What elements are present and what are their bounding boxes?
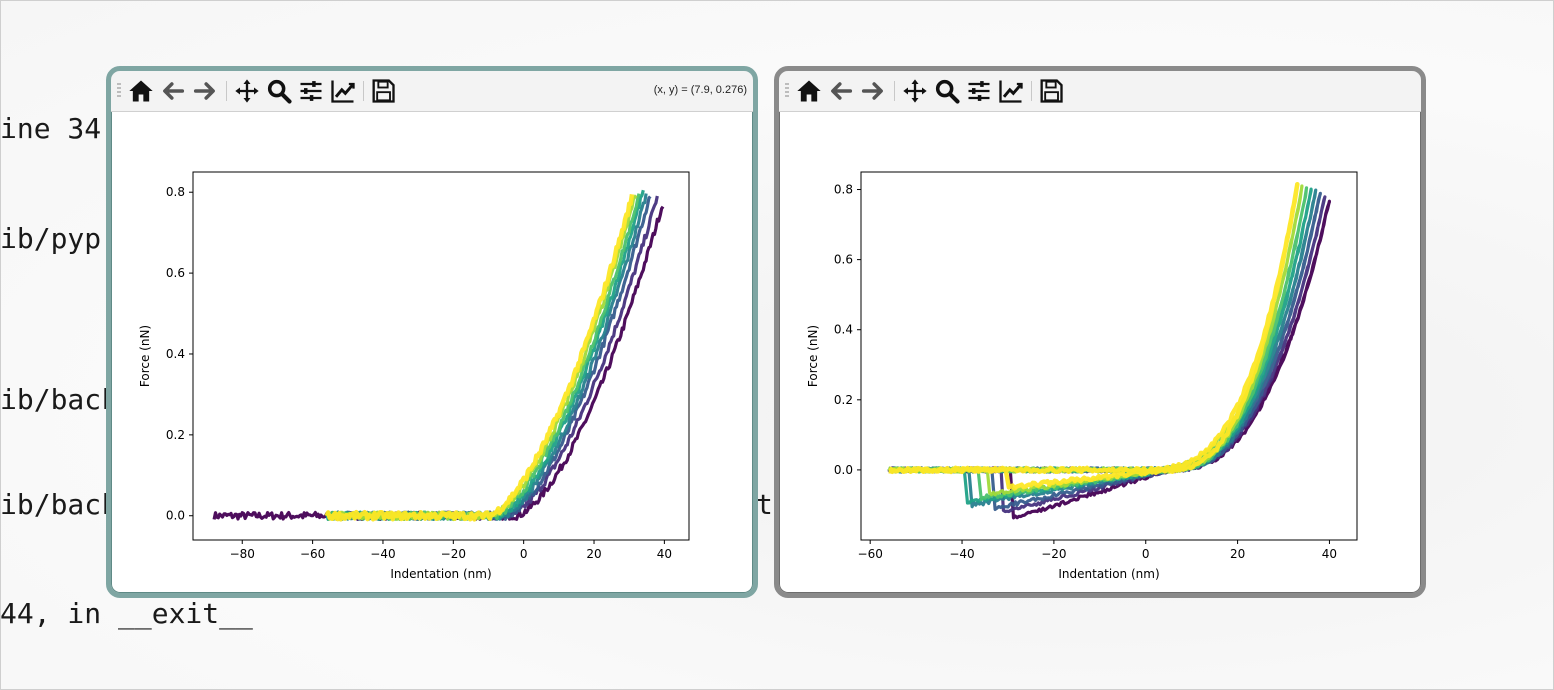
x-tick-label: −40 (949, 547, 974, 561)
terminal-line: ib/back (0, 488, 119, 521)
navigation-toolbar (779, 71, 1421, 112)
data-series-line (887, 187, 1313, 505)
terminal-line: 44, in __exit__ (0, 597, 253, 630)
plot-axes-frame (192, 171, 690, 541)
configure-subplots-icon[interactable] (297, 77, 325, 105)
y-tick-label: 0.2 (166, 428, 185, 442)
forward-arrow-icon[interactable] (191, 77, 219, 105)
toolbar-separator (1031, 81, 1032, 101)
x-tick-label: 20 (1230, 547, 1245, 561)
toolbar-grip[interactable] (117, 83, 121, 99)
toolbar-separator (894, 81, 895, 101)
navigation-toolbar: (x, y) = (7.9, 0.276) (111, 71, 753, 112)
x-tick-label: −20 (1041, 547, 1066, 561)
toolbar-separator (363, 81, 364, 101)
save-icon[interactable] (369, 77, 397, 105)
terminal-line: ib/back (0, 383, 119, 416)
cursor-coordinates: (x, y) = (7.9, 0.276) (653, 84, 747, 96)
x-tick-label: 40 (657, 547, 672, 561)
y-tick-label: 0.8 (166, 185, 185, 199)
pan-icon[interactable] (233, 77, 261, 105)
pan-icon[interactable] (901, 77, 929, 105)
plot-axes-frame (860, 171, 1358, 541)
plot-data (887, 181, 1331, 520)
back-arrow-icon[interactable] (159, 77, 187, 105)
x-axis-label: Indentation (nm) (1058, 567, 1159, 581)
home-icon[interactable] (127, 77, 155, 105)
data-series-line (887, 191, 1322, 511)
zoom-icon[interactable] (265, 77, 293, 105)
x-tick-label: −60 (300, 547, 325, 561)
y-axis-label: Force (nN) (138, 325, 152, 387)
configure-subplots-icon[interactable] (965, 77, 993, 105)
y-tick-label: 0.4 (834, 323, 853, 337)
y-tick-label: 0.4 (166, 347, 185, 361)
edit-axis-icon[interactable] (329, 77, 357, 105)
x-tick-label: −40 (370, 547, 395, 561)
terminal-line: ine 34 (0, 112, 102, 145)
y-tick-label: 0.6 (166, 266, 185, 280)
data-series-line (888, 181, 1300, 491)
figure-canvas-right[interactable]: −60 −40 −20 0 20 40 0.0 0.2 0.4 0.6 0.8 Indentation… (779, 112, 1421, 594)
data-series-line (325, 195, 659, 521)
y-tick-label: 0.8 (834, 183, 853, 197)
toolbar-grip[interactable] (785, 83, 789, 99)
y-tick-label: 0.0 (166, 509, 185, 523)
x-tick-label: 40 (1322, 547, 1337, 561)
forward-arrow-icon[interactable] (859, 77, 887, 105)
y-tick-label: 0.2 (834, 393, 853, 407)
data-series-line (888, 188, 1318, 509)
plot-data (212, 189, 665, 522)
x-tick-label: 0 (520, 547, 528, 561)
edit-axis-icon[interactable] (997, 77, 1025, 105)
data-series-line (325, 195, 652, 521)
toolbar-separator (226, 81, 227, 101)
save-icon[interactable] (1037, 77, 1065, 105)
figure-window-right[interactable]: −60 −40 −20 0 20 40 0.0 0.2 0.4 0.6 0.8 Indentation… (774, 66, 1426, 598)
data-series-line (324, 193, 635, 522)
data-series-line (887, 186, 1309, 502)
x-axis-label: Indentation (nm) (390, 567, 491, 581)
x-tick-label: −60 (858, 547, 883, 561)
x-tick-label: −20 (441, 547, 466, 561)
figure-canvas-left[interactable]: −80 −60 −40 −20 0 20 40 0.0 0.2 0.4 0.6 0.8 Indentat… (111, 112, 753, 594)
terminal-line: ib/pyp (0, 222, 102, 255)
home-icon[interactable] (795, 77, 823, 105)
x-tick-label: 20 (586, 547, 601, 561)
back-arrow-icon[interactable] (827, 77, 855, 105)
zoom-icon[interactable] (933, 77, 961, 105)
x-tick-label: 0 (1142, 547, 1150, 561)
y-tick-label: 0.6 (834, 253, 853, 267)
y-tick-label: 0.0 (834, 463, 853, 477)
y-axis-label: Force (nN) (806, 325, 820, 387)
data-series-line (888, 184, 1304, 497)
figure-window-left[interactable]: (x, y) = (7.9, 0.276) −80 −60 −40 −20 0 20 40 0… (106, 66, 758, 598)
x-tick-label: −80 (230, 547, 255, 561)
